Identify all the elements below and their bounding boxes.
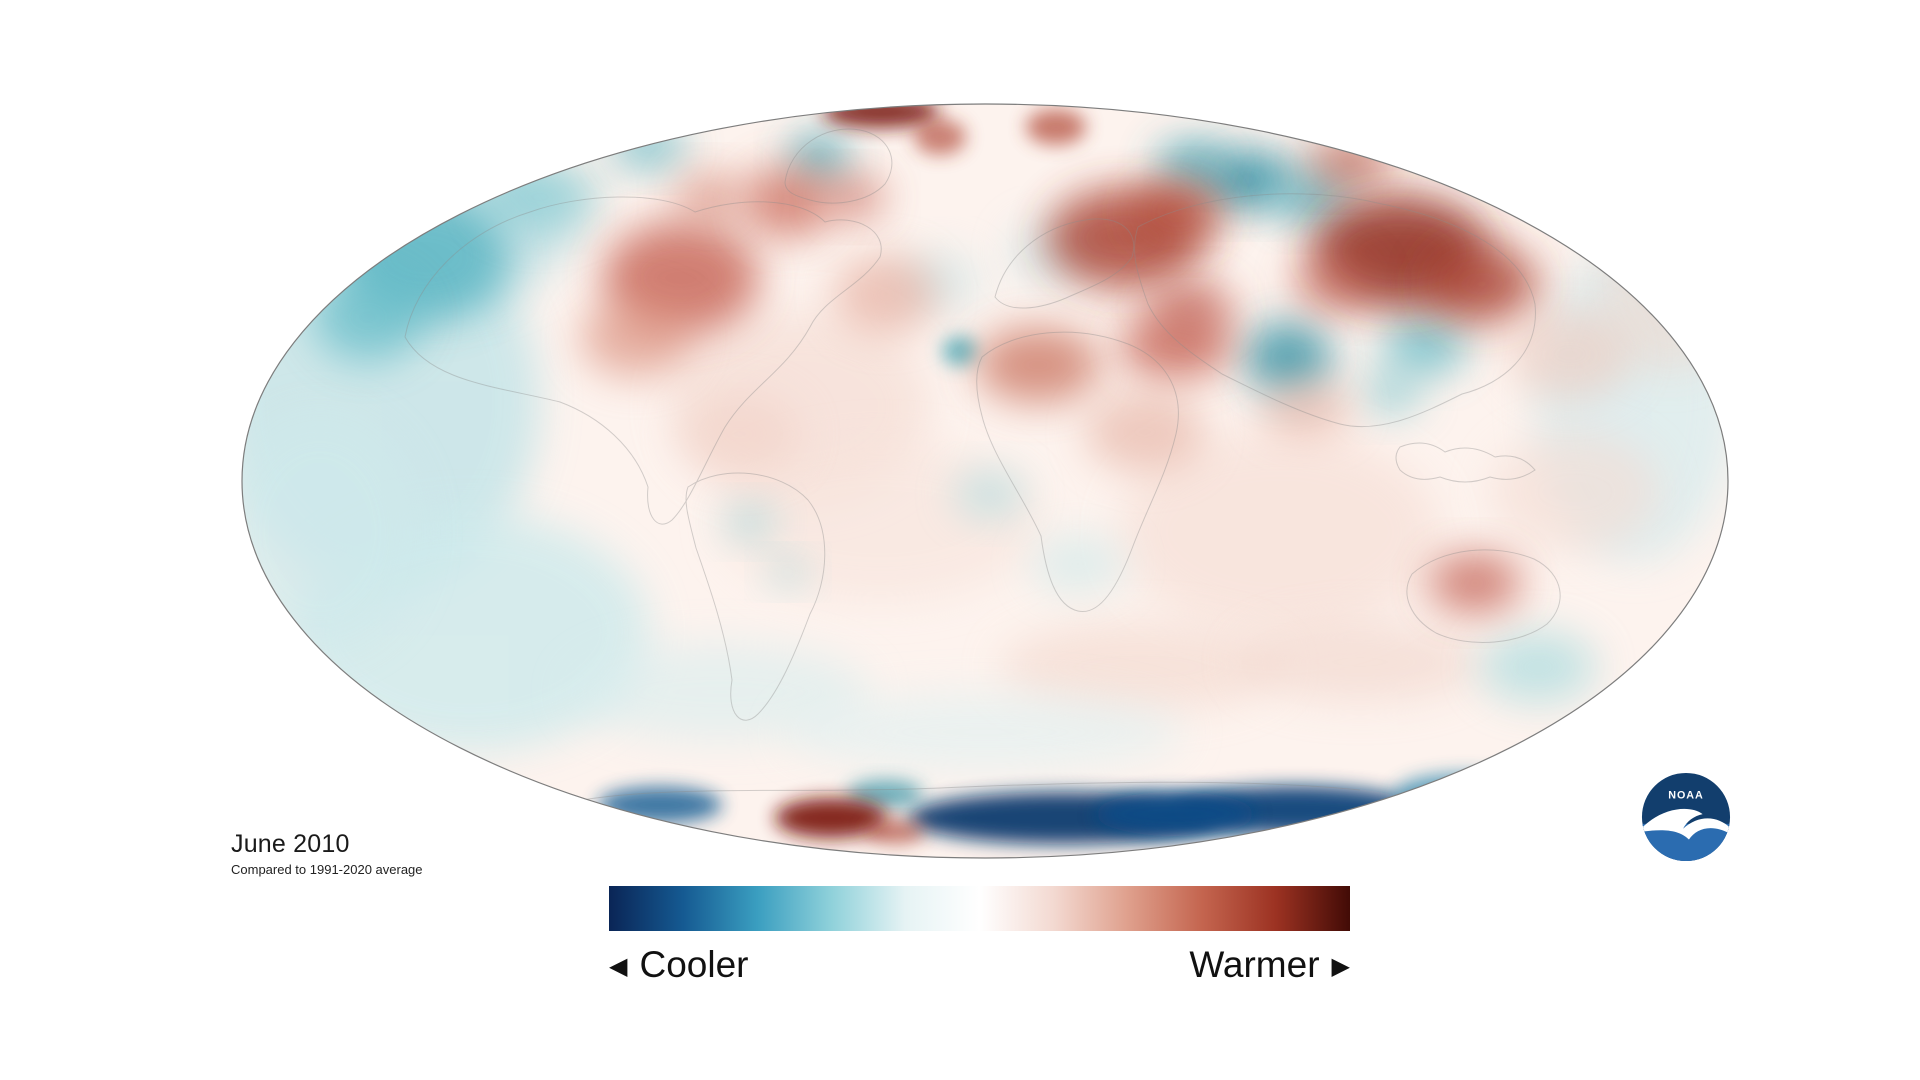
- anomaly-blob: [785, 692, 1185, 772]
- anomaly-blob: [1260, 380, 1352, 436]
- anomaly-blob: [570, 642, 870, 742]
- anomaly-blob: [775, 798, 887, 838]
- coastlines: [404, 128, 1561, 803]
- anomaly-blob: [914, 119, 966, 155]
- warmer-arrow-icon: ▶: [1331, 953, 1350, 980]
- cooler-label: Cooler: [639, 944, 749, 985]
- anomaly-blob: [580, 298, 692, 378]
- anomaly-blob: [1156, 142, 1228, 186]
- anomaly-blob: [1000, 622, 1280, 712]
- anomaly-blob: [1429, 553, 1521, 613]
- anomaly-blob: [1095, 792, 1255, 836]
- noaa-logo-text: NOAA: [1668, 789, 1704, 801]
- noaa-seagull-icon: [1641, 808, 1731, 840]
- coastline-se-asia: [1395, 442, 1536, 483]
- coastline-antarctica: [569, 781, 1361, 803]
- map-title: June 2010: [231, 830, 350, 858]
- anomaly-blob: [742, 166, 834, 238]
- anomaly-blob: [313, 272, 423, 362]
- anomaly-blob: [610, 125, 686, 169]
- cooler-arrow-icon: ◀: [609, 953, 628, 980]
- anomaly-blob: [823, 104, 939, 128]
- anomaly-blob: [1490, 432, 1660, 552]
- coastline-africa: [976, 331, 1179, 613]
- anomaly-blob: [675, 172, 745, 222]
- anomaly-blob: [1120, 432, 1440, 632]
- anomaly-blob: [1292, 256, 1372, 312]
- anomaly-blob: [825, 175, 885, 219]
- anomaly-blob: [942, 336, 978, 366]
- warmer-label: Warmer: [1189, 944, 1320, 985]
- anomaly-blob: [1426, 244, 1538, 324]
- anomaly-blob: [1244, 322, 1332, 394]
- anomaly-blob: [1362, 368, 1422, 416]
- anomaly-blob: [1132, 182, 1224, 242]
- coastline-south-america: [685, 472, 826, 721]
- map-subtitle: Compared to 1991-2020 average: [231, 862, 423, 877]
- anomaly-blob: [954, 470, 1026, 518]
- colorbar: [609, 886, 1350, 931]
- anomaly-blob: [865, 821, 925, 843]
- coastline-australia: [1406, 549, 1561, 643]
- anomaly-blob: [976, 327, 1100, 403]
- map-outline: [241, 103, 1729, 859]
- title-block: June 2010 Compared to 1991-2020 average: [231, 830, 423, 877]
- anomaly-blob: [768, 558, 808, 586]
- coastline-asia: [1134, 193, 1536, 428]
- anomaly-blob: [680, 394, 800, 474]
- coastline-europe: [994, 218, 1135, 309]
- anomaly-blob: [1030, 534, 1126, 594]
- anomaly-blob: [1272, 171, 1352, 223]
- anomaly-blob: [1395, 774, 1535, 814]
- anomaly-blob: [1480, 631, 1596, 703]
- anomaly-blob: [1085, 392, 1205, 472]
- coastline-greenland: [784, 128, 893, 204]
- noaa-logo: NOAA: [1641, 772, 1731, 862]
- legend-cooler: ◀ Cooler: [609, 944, 748, 986]
- coastline-north-america: [404, 196, 882, 525]
- anomaly-blob: [834, 254, 938, 334]
- legend-warmer: Warmer ▶: [1189, 944, 1350, 986]
- anomaly-blob: [1026, 109, 1086, 145]
- anomaly-blob: [1383, 315, 1467, 375]
- anomaly-blob: [847, 780, 923, 808]
- anomaly-blob: [480, 162, 600, 232]
- world-anomaly-map: [241, 103, 1729, 859]
- legend-labels: ◀ Cooler Warmer ▶: [609, 944, 1350, 986]
- anomaly-blob: [1240, 622, 1480, 702]
- anomaly-blob: [724, 504, 776, 540]
- anomaly-blob: [789, 135, 849, 179]
- anomaly-blob: [1508, 308, 1632, 400]
- anomaly-blob: [1150, 280, 1234, 336]
